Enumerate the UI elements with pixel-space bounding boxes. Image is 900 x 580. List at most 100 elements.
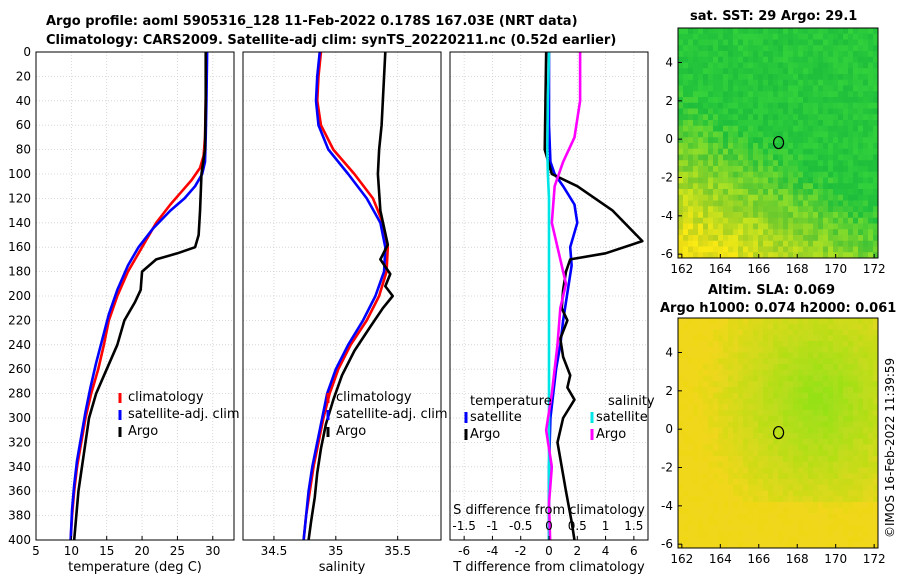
x-tick-label: 30 <box>205 544 220 558</box>
map-x-tick-label: 168 <box>786 262 809 276</box>
x2-tick-label: -0.5 <box>509 519 532 533</box>
map-y-tick-label: -6 <box>661 247 673 261</box>
x-tick-label: -4 <box>486 544 498 558</box>
y-tick-label: 20 <box>16 69 31 83</box>
map-frame <box>677 27 879 259</box>
x2-tick-label: 1.5 <box>624 519 643 533</box>
x-tick-label: 6 <box>630 544 638 558</box>
y-tick-label: 220 <box>8 313 31 327</box>
map-y-tick-label: 4 <box>665 56 673 70</box>
legend-label: satellite-adj. clim <box>336 407 448 422</box>
sla-map <box>677 317 879 549</box>
x-axis-label: salinity <box>319 560 366 575</box>
series-line-temperature-satellite <box>547 52 579 540</box>
y-tick-label: 80 <box>16 143 31 157</box>
map-x-tick-label: 172 <box>863 552 886 566</box>
x-axis-label: T difference from climatology <box>452 560 645 575</box>
map-y-tick-label: 2 <box>665 94 673 108</box>
y-tick-label: 380 <box>8 509 31 523</box>
y-tick-label: 180 <box>8 265 31 279</box>
x-tick-label: 34.5 <box>261 544 288 558</box>
header-line-2: Climatology: CARS2009. Satellite-adj cli… <box>46 33 617 48</box>
legend-label: Argo <box>336 424 366 439</box>
y-tick-label: 60 <box>16 118 31 132</box>
profile-panel-2 <box>242 51 442 541</box>
map-x-tick-label: 164 <box>709 552 732 566</box>
map-x-tick-label: 166 <box>747 262 770 276</box>
x2-axis-label: S difference from climatology <box>453 503 645 518</box>
y-tick-label: 360 <box>8 484 31 498</box>
map-x-tick-label: 172 <box>863 262 886 276</box>
map-y-tick-label: 2 <box>665 384 673 398</box>
x-tick-label: 35 <box>328 544 343 558</box>
axes-frame <box>242 51 442 541</box>
x-tick-label: -2 <box>515 544 527 558</box>
y-tick-label: 320 <box>8 435 31 449</box>
y-tick-label: 140 <box>8 216 31 230</box>
y-tick-label: 260 <box>8 362 31 376</box>
map-y-tick-label: -2 <box>661 461 673 475</box>
map-y-tick-label: -4 <box>661 499 673 513</box>
legend-label: satellite-adj. clim <box>128 407 240 422</box>
map-y-tick-label: -6 <box>661 537 673 551</box>
legend-label: temperature <box>470 394 552 409</box>
map-x-tick-label: 162 <box>670 262 693 276</box>
x-tick-label: -6 <box>458 544 470 558</box>
x2-tick-label: 0.5 <box>568 519 587 533</box>
y-tick-label: 240 <box>8 338 31 352</box>
x2-tick-label: 0 <box>545 519 553 533</box>
sst-map-title: sat. SST: 29 Argo: 29.1 <box>690 9 858 24</box>
y-tick-label: 300 <box>8 411 31 425</box>
y-tick-label: 280 <box>8 387 31 401</box>
map-y-tick-label: -4 <box>661 209 673 223</box>
series-line-salinity-argo <box>544 52 582 541</box>
profile-panel-3 <box>449 51 649 541</box>
x-tick-label: 20 <box>134 544 149 558</box>
x-tick-label: 4 <box>602 544 610 558</box>
map-y-tick-label: -2 <box>661 171 673 185</box>
x-tick-label: 15 <box>99 544 114 558</box>
map-y-tick-label: 4 <box>665 346 673 360</box>
y-tick-label: 400 <box>8 533 31 547</box>
sla-map-title-1: Altim. SLA: 0.069 <box>708 283 835 298</box>
series-line-salinity-satellite <box>546 51 551 540</box>
map-x-tick-label: 162 <box>670 552 693 566</box>
series-line-satellite-adj-clim <box>302 51 387 541</box>
y-tick-label: 0 <box>23 45 31 59</box>
legend-label: Argo <box>470 427 500 442</box>
sla-map-title-2: Argo h1000: 0.074 h2000: 0.061 <box>660 301 897 316</box>
legend-label: climatology <box>128 390 204 405</box>
y-tick-label: 40 <box>16 94 31 108</box>
series-line-temperature-argo <box>543 51 644 541</box>
x-axis-label: temperature (deg C) <box>68 560 202 575</box>
y-tick-label: 340 <box>8 460 31 474</box>
y-tick-label: 120 <box>8 191 31 205</box>
map-x-tick-label: 170 <box>824 262 847 276</box>
x-tick-label: 25 <box>170 544 185 558</box>
map-x-tick-label: 164 <box>709 262 732 276</box>
legend-label: salinity <box>608 394 655 409</box>
legend-label: climatology <box>336 390 412 405</box>
y-tick-label: 200 <box>8 289 31 303</box>
x2-tick-label: 1 <box>602 519 610 533</box>
float-position-marker <box>772 425 785 440</box>
y-tick-label: 160 <box>8 240 31 254</box>
x-tick-label: 2 <box>573 544 581 558</box>
x-tick-label: 35.5 <box>384 544 411 558</box>
axes-frame <box>35 51 235 541</box>
map-x-tick-label: 170 <box>824 552 847 566</box>
header-line-1: Argo profile: aoml 5905316_128 11-Feb-20… <box>46 14 578 29</box>
sst-map <box>677 27 879 259</box>
x-tick-label: 0 <box>545 544 553 558</box>
series-line-argo <box>307 51 395 541</box>
map-y-tick-label: 0 <box>665 422 673 436</box>
map-frame <box>677 317 879 549</box>
map-x-tick-label: 166 <box>747 552 770 566</box>
x-tick-label: 10 <box>64 544 79 558</box>
series-line-argo <box>72 52 208 541</box>
x2-tick-label: -1 <box>486 519 498 533</box>
map-x-tick-label: 168 <box>786 552 809 566</box>
map-y-tick-label: 0 <box>665 132 673 146</box>
y-tick-label: 100 <box>8 167 31 181</box>
